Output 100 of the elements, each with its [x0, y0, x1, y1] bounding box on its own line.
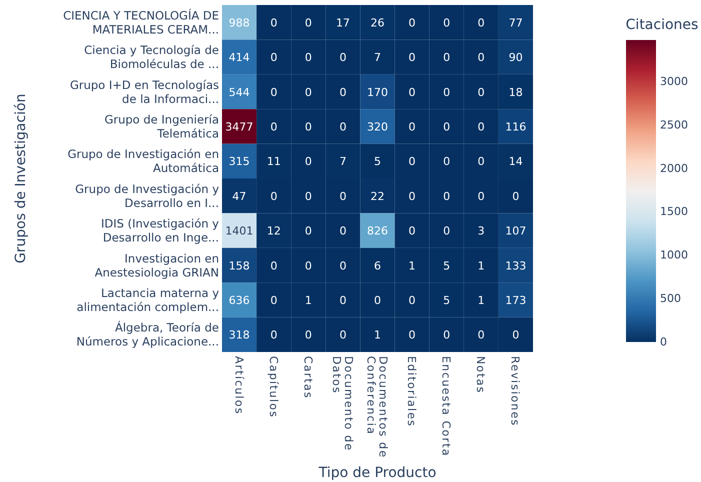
data-label: 0 [408, 120, 416, 134]
data-label: 0 [443, 51, 450, 64]
y-tick-label: Álgebra, Teoría de Números y Aplicacione... [76, 320, 219, 349]
data-label: 0 [304, 328, 312, 342]
y-tick-label: IDIS (Investigación y Desarrollo en Inge... [101, 216, 220, 245]
data-label: 0 [512, 190, 520, 203]
x-tick-label: Cartas [301, 356, 314, 399]
data-label: 0 [270, 294, 278, 307]
data-label: 0 [408, 16, 416, 30]
y-axis-title: Grupos de Investigación [13, 94, 29, 264]
data-label: 1 [478, 259, 485, 272]
data-label: 77 [508, 16, 523, 30]
data-label: 7 [339, 155, 346, 168]
data-label: 0 [339, 190, 346, 203]
data-label: 0 [304, 190, 312, 203]
data-label: 0 [270, 120, 278, 134]
data-label: 0 [304, 259, 312, 272]
color-bar-label: 3000 [660, 74, 688, 88]
data-label: 0 [339, 86, 346, 99]
data-label: 0 [339, 328, 346, 342]
data-label: 320 [367, 120, 388, 134]
color-bar-label: 500 [660, 292, 681, 306]
data-label: 0 [443, 86, 450, 99]
data-label: 0 [374, 294, 381, 307]
data-label: 0 [304, 224, 312, 238]
data-label: 414 [228, 51, 250, 64]
x-tick-label: Notas [474, 356, 488, 394]
data-label: 0 [339, 120, 346, 134]
data-label: 3477 [225, 120, 254, 134]
data-label: 0 [408, 294, 416, 307]
data-label: 0 [443, 120, 450, 134]
color-bar-label: 2000 [660, 162, 688, 175]
data-label: 173 [505, 294, 526, 307]
data-label: 0 [478, 190, 485, 203]
color-bar-title: Citaciones [626, 17, 698, 33]
y-tick-label: Grupo de Investigación y Desarrollo en I... [75, 182, 220, 210]
data-label: 1 [478, 294, 485, 307]
data-label: 158 [228, 259, 250, 272]
data-label: 7 [374, 51, 381, 64]
color-bar-label: 2500 [660, 118, 688, 132]
data-label: 1 [374, 328, 381, 342]
y-tick-label: Grupo de Investigación en Automática [68, 147, 219, 176]
data-label: 1401 [225, 224, 254, 238]
y-tick-label: Lactancia materna y alimentación complem... [76, 286, 220, 314]
data-label: 0 [339, 259, 346, 272]
data-label: 0 [408, 86, 416, 99]
data-label: 315 [228, 155, 250, 168]
data-label: 0 [478, 51, 485, 64]
data-label: 544 [228, 86, 250, 99]
data-label: 1 [304, 294, 312, 307]
color-bar-label: 1500 [660, 205, 688, 218]
data-label: 0 [478, 16, 485, 30]
data-label: 0 [304, 86, 312, 99]
data-label: 90 [508, 51, 523, 64]
data-label: 0 [478, 155, 485, 168]
data-label: 0 [304, 51, 312, 64]
data-label: 0 [408, 328, 416, 342]
data-label: 0 [478, 328, 485, 342]
y-tick-label: Grupo de Ingeniería Telemática [104, 112, 219, 140]
y-tick-label: CIENCIA Y TECNOLOGÍA DE MATERIALES CERAM... [63, 8, 219, 36]
data-label: 636 [228, 294, 250, 307]
y-tick-label: Investigacion en Anestesiologia GRIAN [94, 251, 219, 280]
data-label: 0 [339, 294, 346, 307]
data-label: 0 [270, 16, 278, 30]
x-tick-label: Capítulos [266, 356, 280, 418]
data-label: 0 [478, 120, 485, 134]
data-label: 0 [270, 259, 278, 272]
color-bar-label: 0 [660, 336, 667, 349]
data-label: 170 [367, 86, 388, 99]
data-label: 988 [228, 16, 250, 30]
y-tick-label: Ciencia y Tecnología de Biomoléculas de ... [84, 43, 219, 72]
x-tick-label: Encuesta Corta [440, 356, 453, 457]
x-tick-label: Revisiones [508, 356, 522, 426]
data-label: 0 [270, 190, 278, 203]
data-label: 826 [367, 224, 388, 238]
data-label: 3 [478, 224, 485, 238]
data-label: 133 [505, 259, 526, 272]
data-label: 14 [508, 155, 523, 168]
data-label: 0 [512, 328, 520, 342]
data-label: 0 [408, 224, 416, 238]
x-axis-title: Tipo de Producto [318, 465, 436, 481]
color-bar-label: 1000 [660, 248, 688, 262]
y-tick-label: Grupo I+D en Tecnologías de la Informaci... [70, 78, 219, 106]
data-label: 0 [270, 51, 278, 64]
data-label: 18 [508, 86, 523, 99]
data-label: 0 [443, 16, 450, 30]
data-label: 5 [443, 259, 450, 272]
data-label: 1 [408, 259, 416, 272]
data-label: 318 [228, 328, 250, 342]
data-label: 0 [339, 51, 346, 64]
data-label: 12 [266, 224, 281, 238]
x-tick-label: Editoriales [405, 356, 418, 428]
data-label: 116 [505, 120, 526, 134]
data-label: 5 [443, 294, 450, 307]
data-label: 0 [443, 224, 450, 238]
data-label: 0 [443, 190, 450, 203]
x-tick-label: Artículos [232, 356, 246, 415]
data-label: 0 [339, 224, 346, 238]
data-label: 6 [374, 259, 381, 272]
data-label: 0 [408, 155, 416, 168]
